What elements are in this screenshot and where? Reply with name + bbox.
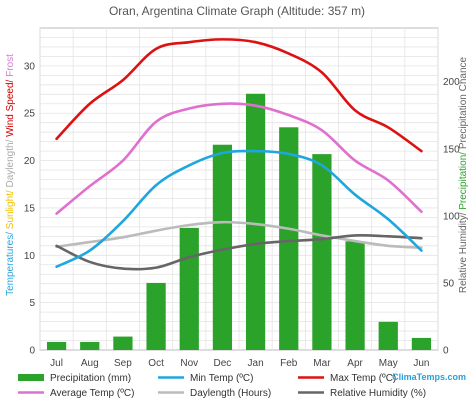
relative-humidity-line [55, 233, 423, 271]
axis-title-part: Daylength/ [5, 137, 16, 188]
x-tick-label: Sep [114, 358, 132, 369]
average-temp-c-line [55, 102, 423, 215]
left-axis-title: Temperatures/ Sunlight/ Daylength/ Wind … [5, 54, 16, 296]
grid-lines [39, 28, 439, 350]
axis-title-part: Sunlight/ [5, 188, 16, 230]
precipitation-bar [146, 282, 166, 350]
precipitation-bar [80, 341, 100, 350]
x-tick-label: May [379, 358, 398, 369]
precipitation-bar [411, 337, 432, 350]
left-tick-label: 0 [29, 346, 35, 357]
max-temp-c-line [55, 38, 423, 153]
right-tick-label: 200 [443, 77, 460, 88]
legend-label: Max Temp (ºC) [330, 373, 396, 384]
x-tick-label: Mar [313, 358, 331, 369]
precipitation-bar [179, 227, 199, 350]
precipitation-bar [378, 321, 398, 350]
x-tick-label: Oct [148, 358, 164, 369]
axis-title-part: Frost [5, 54, 16, 77]
left-tick-label: 25 [24, 109, 36, 120]
x-tick-label: Feb [280, 358, 298, 369]
legend-swatch [18, 374, 44, 381]
left-tick-label: 30 [24, 61, 36, 72]
axis-title-part: Temperatures/ [5, 229, 16, 296]
x-tick-label: Aug [81, 358, 99, 369]
legend-label: Min Temp (ºC) [190, 373, 253, 384]
legend-label: Precipitation (mm) [50, 373, 131, 384]
left-tick-label: 15 [24, 203, 36, 214]
right-tick-label: 50 [443, 278, 455, 289]
precipitation-bar [345, 241, 365, 350]
right-tick-label: 0 [443, 346, 449, 357]
precipitation-bar [279, 127, 299, 351]
x-tick-label: Dec [214, 358, 232, 369]
precipitation-bar [245, 93, 266, 350]
x-tick-label: Apr [347, 358, 363, 369]
left-tick-label: 10 [24, 251, 36, 262]
precipitation-bar [312, 154, 332, 350]
left-tick-label: 5 [29, 298, 35, 309]
legend: Precipitation (mm) Min Temp (ºC) Max Temp … [18, 373, 426, 399]
axis-title-part: Wind Speed/ [5, 77, 16, 137]
axis-ticks: 0 5 10 15 20 25 30 0 50 100 150 200 Jul Aug Sep Oct Nov D… [24, 61, 460, 369]
x-tick-label: Jul [50, 358, 63, 369]
right-tick-label: 100 [443, 211, 460, 222]
precipitation-bar [212, 144, 233, 350]
precipitation-bars [46, 93, 432, 351]
x-tick-label: Jun [413, 358, 429, 369]
chart-title: Oran, Argentina Climate Graph (Altitude:… [109, 4, 365, 18]
right-axis-title: Relative Humidity/ Precipitation/ Precip… [458, 56, 469, 293]
x-tick-label: Jan [248, 358, 264, 369]
legend-label: Relative Humidity (%) [330, 388, 426, 399]
daylength-hours-line [55, 220, 423, 250]
legend-label: Average Temp (ºC) [50, 388, 134, 399]
x-tick-label: Nov [180, 358, 198, 369]
brand-label: ClimaTemps.com [392, 372, 466, 382]
right-tick-label: 150 [443, 144, 460, 155]
left-tick-label: 20 [24, 156, 36, 167]
temperature-lines [55, 38, 423, 271]
min-temp-c-line [55, 149, 423, 268]
legend-label: Daylength (Hours) [190, 388, 271, 399]
precipitation-bar [46, 341, 67, 350]
axis-title-part: Precipitation Chance [458, 56, 469, 149]
precipitation-bar [113, 336, 133, 350]
axis-title-part: Relative Humidity/ [458, 210, 469, 293]
axis-title-part: Precipitation/ [458, 149, 469, 210]
